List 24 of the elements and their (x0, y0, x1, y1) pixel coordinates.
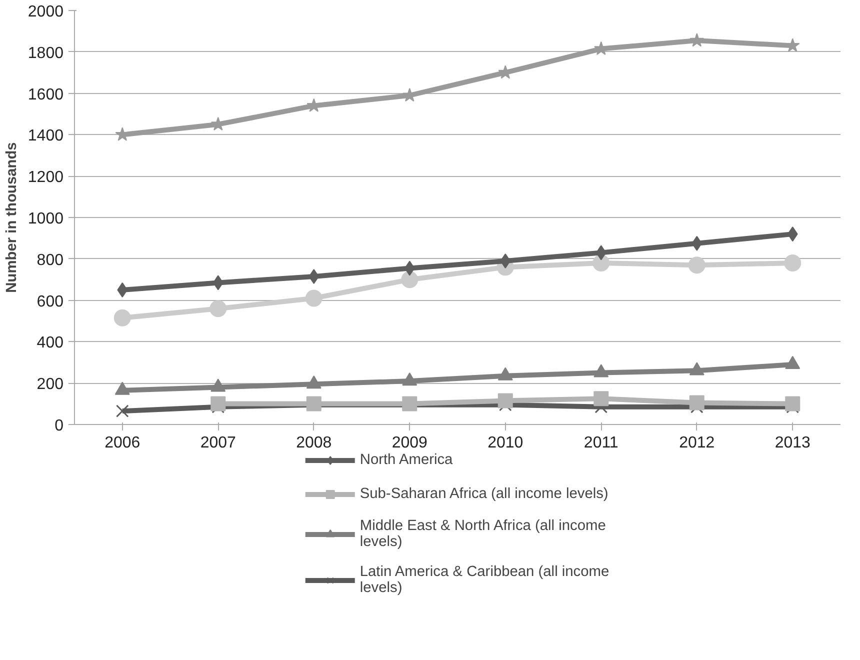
y-tick-label: 600 (36, 293, 64, 310)
legend-label: Sub-Saharan Africa (all income levels) (360, 486, 608, 502)
x-tick-label: 2009 (392, 434, 428, 452)
x-tick-label: 2013 (774, 434, 811, 452)
x-tick-label: 2011 (584, 434, 618, 452)
y-tick-label: 1600 (28, 86, 64, 104)
y-axis-title: Number in thousands (4, 142, 20, 293)
x-tick-label: 2008 (296, 434, 332, 452)
x-tick-label: 2006 (104, 434, 140, 452)
y-tick-label: 400 (36, 334, 64, 352)
y-tick-label: 800 (36, 252, 64, 269)
y-tick-label: 1800 (28, 44, 64, 62)
x-tick-label: 2012 (679, 434, 715, 452)
y-tick-label: 1000 (28, 210, 64, 228)
x-tick-label: 2010 (488, 434, 524, 452)
legend-label: North America (360, 452, 453, 468)
y-tick-label: 0 (54, 418, 64, 434)
y-tick-label: 1200 (28, 169, 64, 186)
y-tick-label: 1400 (28, 128, 64, 145)
legend-label: Middle East & North Africa (all income levels) (360, 518, 606, 550)
y-tick-label: 2000 (28, 4, 64, 20)
x-tick-label: 2007 (200, 434, 236, 452)
legend-label: Latin America & Caribbean (all income levels) (360, 564, 610, 596)
y-tick-label: 200 (36, 376, 64, 394)
